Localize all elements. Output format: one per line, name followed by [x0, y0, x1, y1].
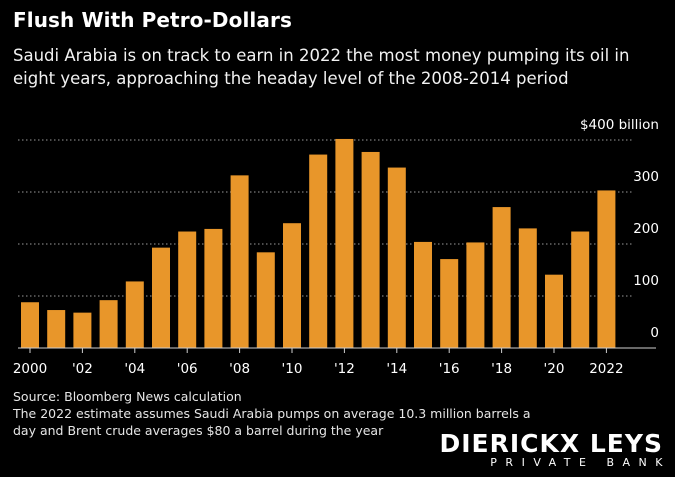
x-tick-label: '06	[177, 361, 198, 377]
x-tick-label: '14	[386, 361, 407, 377]
bar-2011	[309, 154, 328, 348]
axes: 0 100 200 300 $400 billion 2000 '02 '04 '06 '08 '1…	[13, 117, 659, 377]
bar-2016	[440, 259, 459, 348]
bar-2005	[152, 247, 170, 348]
brand-name: DIERICKX LEYS	[439, 429, 663, 458]
brand-tagline: PRIVATE BANK	[490, 456, 671, 469]
bar-2009	[256, 252, 275, 348]
bar-2007	[204, 228, 223, 348]
x-tick-label: '10	[282, 361, 303, 377]
x-tick-label: '18	[491, 361, 512, 377]
x-tick-label: '16	[439, 361, 460, 377]
bar-2004	[125, 281, 144, 348]
bar-2013	[361, 151, 380, 348]
bar-2010	[283, 223, 301, 348]
x-tick-label: '12	[334, 361, 355, 377]
chart-subtitle: Saudi Arabia is on track to earn in 2022…	[13, 46, 630, 88]
bar-2012	[335, 138, 354, 348]
bar-2003	[99, 300, 118, 348]
x-tick-label: '02	[72, 361, 93, 377]
bar-2021	[571, 231, 590, 348]
bar-2018	[492, 207, 511, 348]
bar-chart: 0 100 200 300 $400 billion 2000 '02 '04 '06 '08 '1…	[13, 117, 659, 377]
y-tick-label: 0	[650, 325, 659, 341]
bar-2008	[230, 175, 249, 348]
bar-2015	[414, 241, 432, 348]
y-tick-label: $400 billion	[580, 117, 659, 133]
y-tick-label: 200	[633, 221, 659, 237]
x-tick-label: '08	[229, 361, 250, 377]
estimate-note: The 2022 estimate assumes Saudi Arabia p…	[13, 406, 531, 438]
chart-title: Flush With Petro-Dollars	[13, 8, 292, 32]
bar-2001	[47, 310, 66, 348]
source-note: Source: Bloomberg News calculation	[13, 389, 242, 404]
bar-2006	[178, 231, 197, 348]
y-tick-label: 100	[633, 273, 659, 289]
bar-2017	[466, 242, 485, 348]
bar-2002	[73, 312, 92, 348]
x-tick-label: '20	[544, 361, 565, 377]
bars	[21, 138, 616, 348]
x-tick-label: 2000	[13, 361, 47, 377]
brand-logo: DIERICKX LEYS PRIVATE BANK	[439, 429, 664, 470]
x-tick-label: 2022	[589, 361, 623, 377]
y-tick-label: 300	[633, 169, 659, 185]
bar-2022	[597, 190, 616, 348]
bar-2014	[387, 167, 406, 348]
bar-2020	[545, 274, 563, 348]
bar-2019	[518, 228, 537, 348]
x-tick-label: '04	[124, 361, 145, 377]
bar-2000	[21, 302, 39, 348]
